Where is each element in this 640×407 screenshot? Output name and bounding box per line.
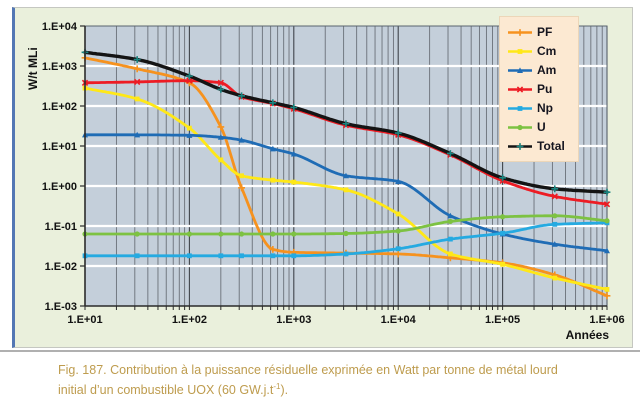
legend-swatch-Np — [508, 106, 532, 111]
caption-end: ). — [280, 383, 289, 397]
caption-line2: initial d’un combustible UOX (60 GW.j.t — [58, 383, 274, 397]
caption-line1: Fig. 187. Contribution à la puissance ré… — [58, 363, 558, 377]
section-divider — [0, 350, 640, 352]
legend-swatch-U — [508, 124, 532, 131]
legend-swatch-Pu — [508, 86, 532, 93]
x-tick-label: 1.E+05 — [485, 314, 520, 326]
x-tick-label: 1.E+03 — [276, 314, 311, 326]
legend-label: Total — [537, 139, 565, 153]
x-tick-label: 1.E+04 — [381, 314, 417, 326]
series-layer — [81, 48, 611, 300]
x-tick-label: 1.E+06 — [589, 314, 624, 326]
legend-label: Pu — [537, 82, 553, 96]
legend-item-Total: Total — [508, 137, 572, 156]
y-tick-label: 1.E+01 — [42, 141, 77, 153]
series-Total — [81, 48, 611, 196]
figure-panel: 1.E+04 1.E+03 1.E+02 1.E+01 1.E+00 1.E-01 1.E-… — [12, 7, 633, 348]
legend-label: Am — [537, 63, 557, 77]
y-tick-label: 1.E+03 — [42, 61, 77, 73]
series-U — [82, 213, 610, 237]
y-tick-label: 1.E+00 — [42, 181, 77, 193]
x-tick-label: 1.E+02 — [172, 314, 207, 326]
legend-swatch-PF — [508, 29, 532, 36]
legend-swatch-Am — [508, 67, 532, 73]
legend-label: U — [537, 120, 546, 134]
legend-item-U: U — [508, 118, 572, 137]
legend-swatch-Total — [508, 143, 532, 150]
legend-swatch-Cm — [508, 49, 532, 54]
figure-caption: Fig. 187. Contribution à la puissance ré… — [58, 360, 603, 400]
legend-label: Np — [537, 101, 553, 115]
y-tick-label: 1.E-03 — [45, 301, 77, 313]
y-tick-label: 1.E-02 — [45, 261, 77, 273]
y-tick-label: 1.E-01 — [45, 221, 77, 233]
legend-label: PF — [537, 25, 553, 39]
y-tick-label: 1.E+04 — [42, 21, 78, 33]
x-tick-label: 1.E+01 — [67, 314, 102, 326]
chart-legend: PF Cm Am Pu Np U Total — [499, 16, 579, 162]
x-axis-title: Années — [566, 328, 610, 342]
legend-item-Np: Np — [508, 99, 572, 118]
caption-superscript: -1 — [273, 381, 281, 391]
y-axis-title: W/t MLi — [26, 47, 40, 90]
y-tick-label: 1.E+02 — [42, 101, 77, 113]
legend-item-Cm: Cm — [508, 42, 572, 61]
legend-item-PF: PF — [508, 23, 572, 42]
legend-item-Am: Am — [508, 61, 572, 80]
axis-layer: 1.E+04 1.E+03 1.E+02 1.E+01 1.E+00 1.E-01 1.E-… — [42, 21, 625, 326]
legend-item-Pu: Pu — [508, 80, 572, 99]
legend-label: Cm — [537, 44, 557, 58]
